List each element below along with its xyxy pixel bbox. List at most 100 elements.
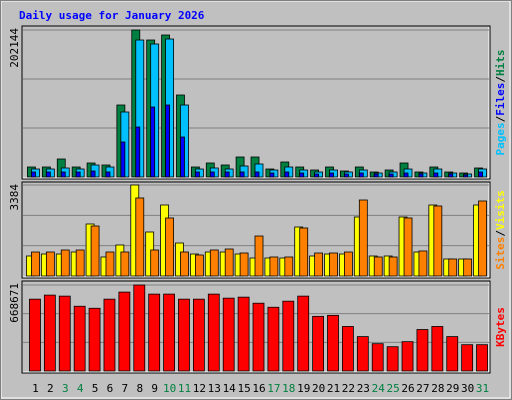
x-tick-label: 21 xyxy=(327,382,340,395)
x-tick-label: 24 xyxy=(372,382,386,395)
bar xyxy=(239,171,245,178)
x-tick-label: 19 xyxy=(297,382,310,395)
bar xyxy=(386,346,399,372)
x-tick-label: 16 xyxy=(252,382,265,395)
bar xyxy=(254,235,264,277)
bar xyxy=(43,294,56,372)
bar xyxy=(329,172,334,178)
bar xyxy=(45,171,51,178)
bar xyxy=(431,326,444,372)
bar xyxy=(180,136,185,178)
bar xyxy=(269,172,275,178)
x-tick-label: 7 xyxy=(122,382,129,395)
bar xyxy=(342,326,354,372)
bar xyxy=(31,171,36,178)
legend-separator: / xyxy=(494,230,507,237)
bar xyxy=(120,141,126,178)
bar xyxy=(403,217,413,277)
bar xyxy=(135,197,145,277)
bar xyxy=(118,291,131,372)
bar xyxy=(103,298,116,372)
bar xyxy=(282,300,295,372)
bar xyxy=(120,251,130,277)
bar xyxy=(476,344,488,372)
bar xyxy=(148,293,161,372)
bar xyxy=(150,106,156,178)
bar xyxy=(446,336,459,372)
bar xyxy=(105,251,115,277)
bar xyxy=(105,171,111,178)
bar xyxy=(209,249,219,277)
x-tick-label: 14 xyxy=(223,382,237,395)
bar xyxy=(299,227,309,277)
bar xyxy=(416,329,429,372)
bar xyxy=(192,298,205,372)
x-tick-label: 11 xyxy=(178,382,191,395)
bar xyxy=(284,171,290,178)
bar xyxy=(133,284,146,372)
bar xyxy=(237,296,250,372)
bar xyxy=(31,251,40,277)
bar xyxy=(312,315,325,372)
legend-entry: Visits xyxy=(494,190,507,230)
bar xyxy=(239,252,249,277)
legend: KBytes xyxy=(494,307,507,347)
x-tick-label: 30 xyxy=(461,382,474,395)
bar xyxy=(388,256,398,277)
y-max-label: 668671 xyxy=(8,283,21,323)
x-tick-label: 3 xyxy=(62,382,69,395)
bar xyxy=(344,251,353,277)
legend-entry: Pages xyxy=(494,122,507,155)
bar xyxy=(224,248,234,277)
bar xyxy=(58,295,71,372)
x-tick-label: 25 xyxy=(387,382,400,395)
bar xyxy=(463,258,473,277)
x-tick-label: 15 xyxy=(237,382,250,395)
bar xyxy=(284,256,294,277)
x-tick-label: 20 xyxy=(312,382,325,395)
x-tick-label: 13 xyxy=(208,382,221,395)
bar xyxy=(388,173,394,178)
x-tick-label: 26 xyxy=(401,382,414,395)
bar xyxy=(329,252,338,277)
x-tick-label: 28 xyxy=(431,382,444,395)
bar xyxy=(60,249,70,277)
bar xyxy=(314,173,320,178)
legend-entry: Sites xyxy=(494,237,507,270)
bar xyxy=(222,297,235,372)
bar xyxy=(478,200,487,277)
bar xyxy=(418,250,428,277)
x-tick-label: 29 xyxy=(446,382,459,395)
bar xyxy=(73,305,86,372)
bar xyxy=(150,249,160,277)
y-max-label: 3384 xyxy=(8,184,21,211)
x-tick-label: 5 xyxy=(92,382,99,395)
bar xyxy=(165,217,174,277)
bar xyxy=(356,336,369,372)
x-tick-label: 22 xyxy=(342,382,355,395)
bar xyxy=(433,205,443,277)
bar xyxy=(297,295,310,372)
bar xyxy=(478,171,483,178)
x-tick-label: 10 xyxy=(163,382,176,395)
bar xyxy=(163,293,175,372)
bar xyxy=(269,256,279,277)
bar xyxy=(135,126,141,178)
bar xyxy=(29,298,41,372)
x-tick-label: 2 xyxy=(47,382,54,395)
bar xyxy=(90,170,96,178)
bar xyxy=(373,173,379,178)
bar xyxy=(254,171,260,178)
bar xyxy=(418,173,424,178)
x-tick-label: 9 xyxy=(151,382,158,395)
bar xyxy=(75,171,81,178)
x-tick-label: 6 xyxy=(107,382,114,395)
legend: Pages/Files/Hits xyxy=(494,50,507,156)
bar xyxy=(448,173,454,178)
x-tick-label: 27 xyxy=(416,382,429,395)
bar xyxy=(60,171,66,178)
bar xyxy=(448,258,458,277)
bar xyxy=(433,172,439,178)
bar xyxy=(88,307,101,372)
